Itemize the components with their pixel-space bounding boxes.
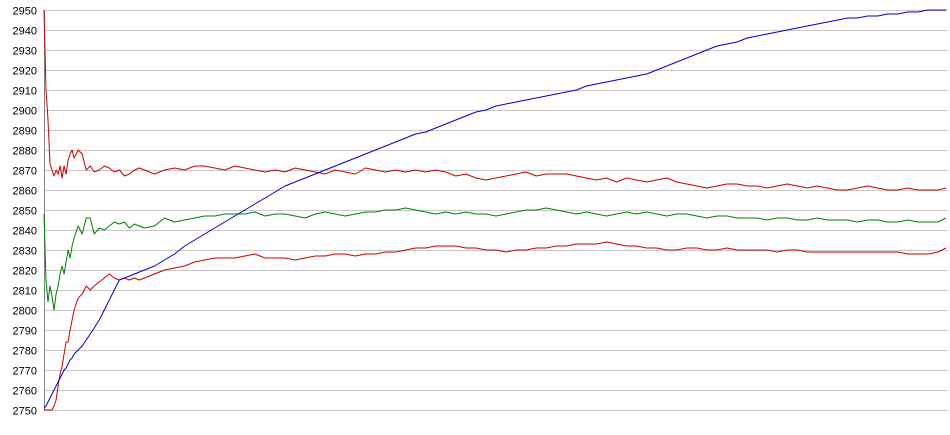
- y-tick-label: 2820: [13, 266, 37, 278]
- y-tick-label: 2770: [13, 366, 37, 378]
- y-tick-label: 2950: [13, 6, 37, 18]
- y-tick-label: 2880: [13, 146, 37, 158]
- y-tick-label: 2830: [13, 246, 37, 258]
- series-layer: [43, 9, 947, 411]
- y-tick-label: 2930: [13, 46, 37, 58]
- y-tick-label: 2900: [13, 106, 37, 118]
- y-tick-label: 2780: [13, 346, 37, 358]
- y-tick-label: 2890: [13, 126, 37, 138]
- y-tick-label: 2920: [13, 66, 37, 78]
- series-line-0: [43, 9, 947, 191]
- series-line-2: [44, 241, 947, 411]
- y-tick-label: 2840: [13, 226, 37, 238]
- y-tick-label: 2790: [13, 326, 37, 338]
- y-tick-label: 2870: [13, 166, 37, 178]
- y-tick-label: 2910: [13, 86, 37, 98]
- y-tick-label: 2940: [13, 26, 37, 38]
- y-tick-label: 2810: [13, 286, 37, 298]
- y-tick-label: 2760: [13, 386, 37, 398]
- series-line-1: [43, 207, 947, 311]
- y-tick-label: 2850: [13, 206, 37, 218]
- y-tick-labels: 2750 2760 2770 2780 2790 2800 2810 2820 2830 2840…: [13, 6, 37, 418]
- y-tick-label: 2750: [13, 406, 37, 418]
- grid-layer: [44, 10, 948, 411]
- series-line-3: [43, 9, 946, 409]
- y-tick-label: 2800: [13, 306, 37, 318]
- y-tick-label: 2860: [13, 186, 37, 198]
